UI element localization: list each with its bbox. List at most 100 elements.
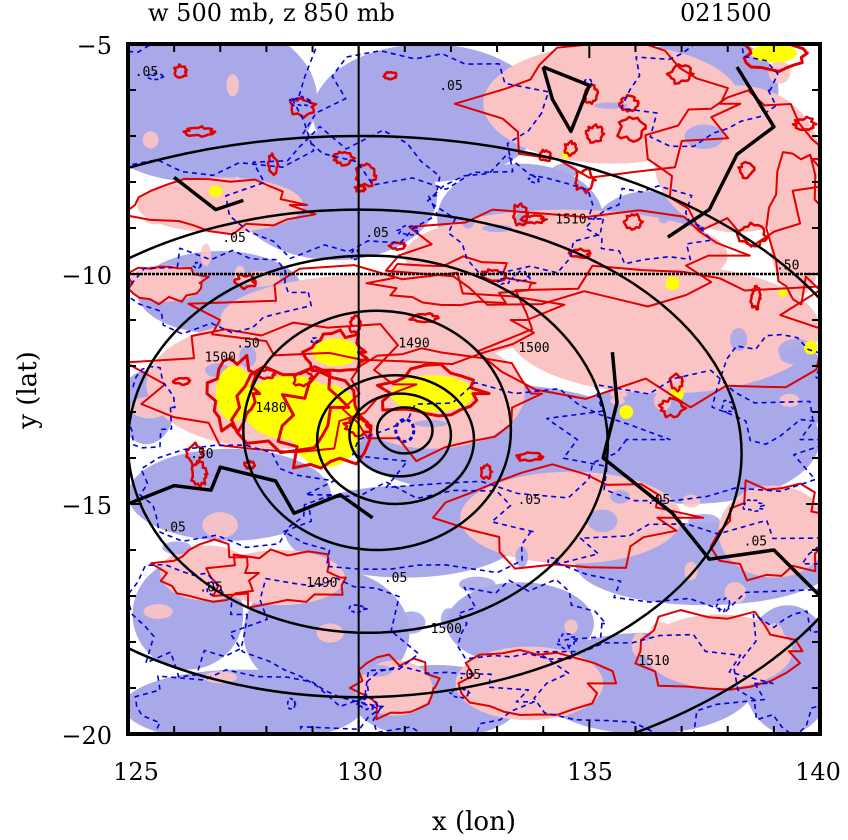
negative-w-region [128, 669, 364, 734]
contour-labels: 1490 1480 1490 1500 1500 1500 1510 1510 .05 .05 .0… [135, 65, 800, 683]
positive-w-patch [200, 243, 212, 267]
negative-w-patch [658, 212, 669, 224]
positive-w-contour [618, 93, 640, 113]
negative-w-contour [396, 224, 419, 236]
negative-w-contour [620, 44, 779, 148]
positive-w-contour [479, 463, 494, 481]
contour-label: .05 [647, 493, 670, 508]
positive-w-patch [204, 671, 238, 684]
positive-w-contour [634, 609, 804, 691]
positive-w-contour [616, 115, 647, 143]
negative-w-region [234, 131, 438, 261]
negative-w-contour [426, 154, 605, 277]
positive-w-contour [185, 441, 205, 467]
positive-w-contour [737, 160, 756, 180]
positive-w-contour [408, 311, 440, 324]
coastline [541, 65, 592, 134]
contour-label: 1500 [518, 341, 549, 356]
positive-w-patch [724, 582, 747, 604]
negative-w-contour [192, 261, 202, 270]
x-tick-label-135: 135 [567, 758, 613, 786]
positive-w-contour [657, 396, 688, 419]
y-tick-label-minus5: −5 [77, 32, 112, 60]
positive-w-patch [316, 623, 344, 643]
plot-frame [126, 42, 822, 736]
map-timestamp: 021500 [680, 0, 772, 27]
contour-label: .05 [162, 521, 185, 536]
negative-w-patch [459, 576, 496, 592]
negative-w-patch [374, 495, 407, 520]
positive-w-contour [342, 415, 373, 438]
positive-w-contour [173, 63, 188, 79]
positive-w-contour [253, 368, 277, 381]
height-contour-1510 [128, 134, 820, 734]
positive-w-patch [537, 691, 575, 714]
inner-height-contour [348, 392, 453, 478]
positive-w-contour [331, 150, 356, 167]
positive-w-contour [665, 63, 695, 85]
positive-w-patch [564, 619, 578, 634]
negative-w-contour [715, 597, 731, 613]
negative-w-contour [348, 604, 368, 614]
negative-w-contour [555, 633, 578, 650]
negative-w-patch [482, 224, 513, 232]
positive-w-contour [457, 648, 618, 716]
strong-positive-w-region [778, 287, 788, 297]
positive-w-contour [563, 139, 579, 158]
positive-w-region [506, 264, 820, 394]
negative-w-contour [557, 519, 820, 612]
coastline [666, 66, 776, 239]
map-title: w 500 mb, z 850 mb [148, 0, 395, 27]
positive-w-region [128, 264, 202, 302]
plot-area: 1490 1480 1490 1500 1500 1500 1510 1510 .05 .05 .0… [128, 44, 820, 734]
positive-w-contour [382, 70, 398, 81]
negative-w-patch [540, 430, 577, 445]
positive-w-contour [354, 162, 378, 188]
strong-positive-w-region [750, 44, 797, 63]
height-contour-1500 [128, 208, 743, 699]
negative-w-patch [551, 163, 578, 179]
negative-w-patch [458, 184, 480, 205]
positive-w-contour [387, 240, 407, 252]
coastline [173, 176, 244, 212]
y-tick-label-minus10: −10 [61, 262, 112, 290]
negative-w-region [128, 448, 331, 541]
contour-label: 1490 [306, 576, 337, 591]
positive-w-contour [205, 548, 347, 609]
strong-positive-w-region [619, 405, 634, 419]
negative-w-patch [730, 328, 748, 351]
positive-w-contour [365, 255, 537, 307]
positive-w-contour [289, 96, 318, 119]
positive-w-contour [128, 265, 210, 306]
contour-label: 1510 [638, 654, 669, 669]
negative-w-contour [128, 44, 318, 177]
contour-label: .50 [190, 447, 213, 462]
contour-label: .05 [439, 79, 462, 94]
negative-w-contour [584, 185, 713, 265]
contour-label: .05 [744, 534, 767, 549]
negative-w-contour [134, 669, 384, 734]
negative-w-patch [524, 179, 560, 200]
contour-label: .05 [135, 65, 158, 80]
negative-w-contour [711, 333, 820, 445]
negative-w-contour [288, 95, 313, 107]
negative-w-contour [721, 399, 734, 415]
negative-w-patch [587, 509, 618, 533]
positive-w-contour [292, 370, 314, 388]
contour-label: 1500 [205, 350, 236, 365]
strong-w-contour [376, 362, 491, 418]
y-tick-label-minus20: −20 [61, 722, 112, 750]
coastline [601, 352, 820, 598]
positive-w-patch [143, 604, 173, 620]
positive-w-contour [622, 212, 644, 231]
negative-w-contour [351, 381, 671, 499]
positive-w-contour [385, 208, 751, 308]
negative-w-contour [310, 337, 319, 345]
positive-w-contour [348, 653, 441, 721]
positive-w-region [455, 646, 604, 721]
negative-w-patch [173, 50, 207, 63]
positive-w-contour [432, 463, 705, 570]
contour-label: .05 [365, 226, 388, 241]
positive-w-patch [779, 126, 797, 137]
